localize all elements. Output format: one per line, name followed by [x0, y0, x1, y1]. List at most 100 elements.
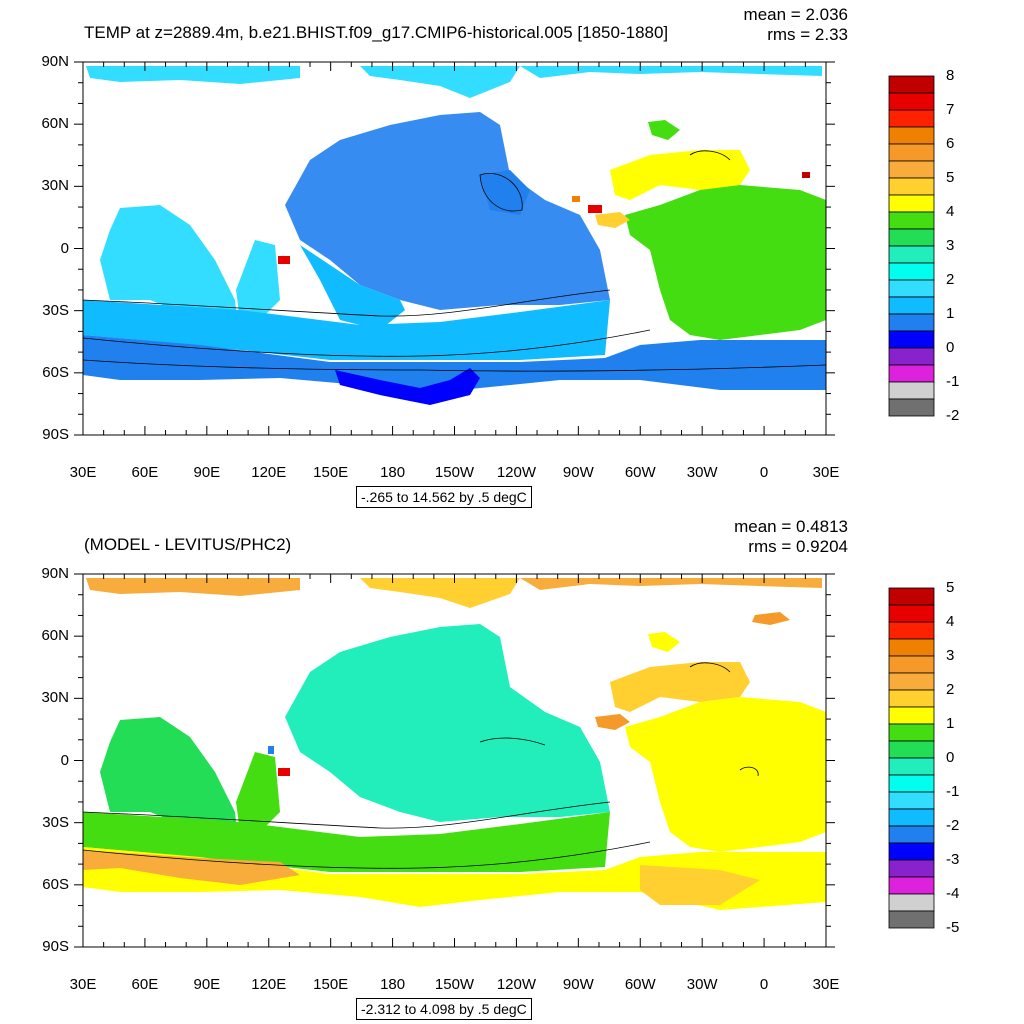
top-x-tick-label: 150E [313, 464, 349, 481]
bottom-colorbar-swatch [888, 876, 935, 895]
top-colorbar-label: 2 [946, 271, 955, 288]
bottom-range-label: -2.312 to 4.098 by .5 degC [356, 998, 532, 1020]
bottom-x-tick-label: 60E [131, 976, 159, 993]
bottom-colorbar-label: 2 [946, 681, 955, 698]
bottom-y-tick-label: 30N [41, 689, 69, 707]
bottom-x-tick-label: 30W [686, 976, 718, 993]
bottom-colorbar-swatch [888, 621, 935, 640]
top-colorbar-swatch [888, 143, 935, 162]
top-x-tick-label: 150W [434, 464, 475, 481]
colorbars [888, 75, 935, 929]
top-indian-ocean [100, 205, 238, 330]
bottom-map-field [83, 578, 826, 910]
top-x-tick-label: 60E [131, 464, 159, 481]
bottom-x-tick-label: 90W [562, 976, 594, 993]
top-colorbar-swatch [888, 262, 935, 281]
top-colorbar-label: 4 [946, 203, 955, 220]
bottom-colorbar-swatch [888, 638, 935, 657]
top-colorbar-label: 0 [946, 339, 955, 356]
top-colorbar-swatch [888, 92, 935, 111]
top-colorbar-swatch [888, 228, 935, 247]
top-map-field [83, 66, 826, 405]
bottom-colorbar-swatch [888, 774, 935, 793]
bottom-colorbar-swatch [888, 740, 935, 759]
bottom-indian-ocean [100, 717, 238, 842]
top-rms-value: rms = 2.33 [767, 25, 848, 44]
bottom-mean-value: mean = 0.4813 [734, 517, 848, 536]
bottom-y-tick-label: 0 [60, 751, 69, 769]
top-colorbar-swatch [888, 211, 935, 230]
top-y-tick-label: 30N [41, 177, 69, 195]
map-frames [74, 61, 835, 948]
top-atlantic-ocean [610, 150, 750, 200]
bottom-colorbar-label: 5 [946, 579, 955, 596]
top-panel-title: TEMP at z=2889.4m, b.e21.BHIST.f09_g17.C… [84, 23, 669, 42]
bottom-colorbar-swatch [888, 689, 935, 708]
bottom-x-tick-label: 120E [251, 976, 287, 993]
bottom-x-tick-label: 30E [812, 976, 840, 993]
bottom-panel-title: (MODEL - LEVITUS/PHC2) [84, 535, 292, 554]
bottom-colorbar-swatch [888, 859, 935, 878]
top-y-tick-label: 60S [42, 363, 69, 381]
top-pacific-ocean [285, 112, 610, 310]
bottom-x-tick-label: 60W [624, 976, 656, 993]
top-y-tick-label: 60N [41, 115, 69, 133]
top-x-tick-label: 90W [562, 464, 594, 481]
bottom-colorbar-label: -2 [946, 817, 960, 834]
bottom-colorbar-label: 1 [946, 715, 955, 732]
top-colorbar-swatch [888, 313, 935, 332]
top-colorbar-swatch [888, 75, 935, 94]
bottom-pacific-ocean [285, 624, 610, 822]
top-colorbar-label: 3 [946, 237, 955, 254]
top-y-tick-label: 30S [42, 301, 69, 319]
top-x-tick-label: 30E [812, 464, 840, 481]
top-x-tick-label: 90E [193, 464, 221, 481]
top-southern-ocean [83, 300, 610, 360]
top-y-tick-label: 90S [42, 426, 69, 443]
bottom-rms-value: rms = 0.9204 [748, 537, 848, 556]
top-colorbar-swatch [888, 194, 935, 213]
bottom-y-tick-label: 90S [42, 938, 69, 955]
top-colorbar-swatch [888, 279, 935, 298]
bottom-colorbar-swatch [888, 825, 935, 844]
bottom-y-tick-label: 60S [42, 875, 69, 893]
bottom-colorbar-label: -4 [946, 885, 960, 902]
bottom-colorbar-swatch [888, 910, 935, 929]
top-mean-value: mean = 2.036 [743, 5, 848, 24]
top-colorbar-label: 7 [946, 101, 955, 118]
bottom-colorbar-swatch [888, 808, 935, 827]
bottom-x-tick-label: 0 [759, 976, 769, 993]
bottom-colorbar-swatch [888, 706, 935, 725]
top-x-tick-label: 0 [759, 464, 769, 481]
top-colorbar-swatch [888, 126, 935, 145]
top-colorbar-swatch [888, 245, 935, 264]
top-colorbar-swatch [888, 296, 935, 315]
bottom-x-tick-label: 120W [496, 976, 536, 993]
bottom-x-tick-label: 30E [69, 976, 97, 993]
bottom-y-tick-label: 60N [41, 627, 69, 645]
top-colorbar-swatch [888, 177, 935, 196]
top-x-tick-label: 30W [686, 464, 718, 481]
bottom-atlantic-ocean [610, 662, 750, 712]
bottom-colorbar-label: -5 [946, 919, 960, 936]
top-x-tick-label: 120E [251, 464, 287, 481]
top-x-tick-label: 180 [380, 464, 406, 481]
bottom-colorbar-label: 4 [946, 613, 955, 630]
top-colorbar-label: -1 [946, 373, 960, 390]
top-x-tick-label: 30E [69, 464, 97, 481]
bottom-arctic-ocean [86, 578, 300, 596]
top-y-tick-label: 0 [60, 239, 69, 257]
bottom-colorbar-swatch [888, 587, 935, 606]
top-colorbar-swatch [888, 381, 935, 400]
top-colorbar-label: 6 [946, 135, 955, 152]
bottom-colorbar-swatch [888, 791, 935, 810]
top-colorbar-swatch [888, 364, 935, 383]
bottom-colorbar-swatch [888, 842, 935, 861]
bottom-colorbar-label: -1 [946, 783, 960, 800]
bottom-x-tick-label: 90E [193, 976, 221, 993]
bottom-colorbar-label: -3 [946, 851, 960, 868]
top-y-tick-label: 90N [41, 53, 69, 70]
bottom-colorbar-label: 0 [946, 749, 955, 766]
bottom-y-tick-label: 30S [42, 813, 69, 831]
